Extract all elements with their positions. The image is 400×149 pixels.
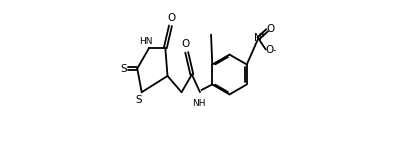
Text: NH: NH xyxy=(192,99,206,108)
Text: N: N xyxy=(254,33,262,43)
Text: S: S xyxy=(136,95,142,105)
Text: S: S xyxy=(120,64,127,74)
Text: +: + xyxy=(259,30,265,39)
Text: HN: HN xyxy=(139,37,152,46)
Text: -: - xyxy=(272,46,276,55)
Text: O: O xyxy=(266,45,274,55)
Text: O: O xyxy=(182,39,190,49)
Text: O: O xyxy=(266,24,274,34)
Text: O: O xyxy=(168,13,176,23)
